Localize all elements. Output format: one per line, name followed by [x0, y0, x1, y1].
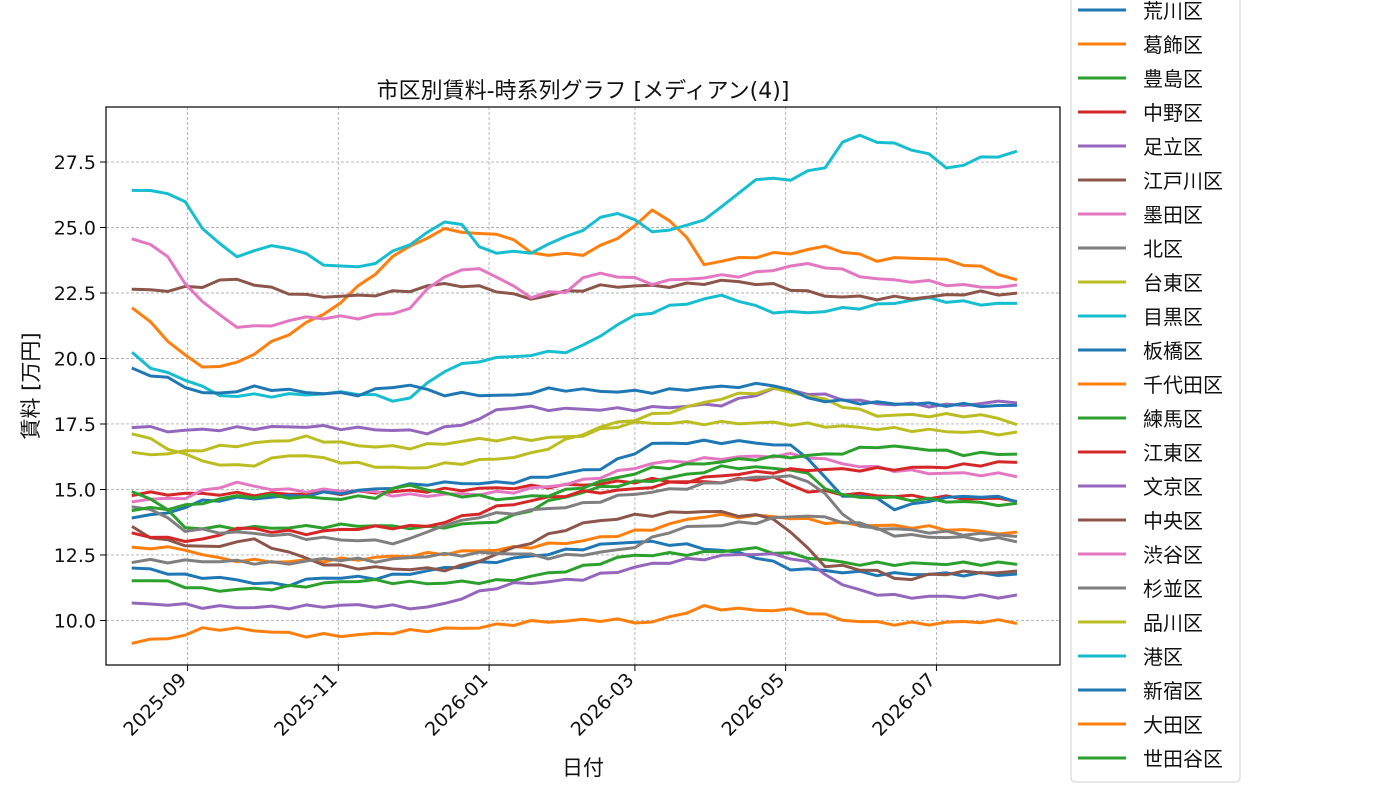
legend: 荒川区葛飾区豊島区中野区足立区江戸川区墨田区北区台東区目黒区板橋区千代田区練馬区… [1070, 0, 1241, 783]
legend-label: 品川区 [1143, 611, 1203, 635]
legend-label: 世田谷区 [1143, 747, 1223, 771]
series-line [131, 133, 1018, 269]
y-tick-label: 22.5 [54, 283, 96, 305]
series-line [131, 460, 1018, 543]
plot-area [105, 106, 1061, 666]
legend-label: 中野区 [1143, 101, 1203, 125]
legend-label: 江戸川区 [1143, 169, 1223, 193]
y-tick-label: 10.0 [54, 610, 96, 632]
legend-label: 葛飾区 [1143, 33, 1203, 57]
series-line [131, 474, 1018, 546]
y-tick-label: 20.0 [54, 348, 96, 370]
legend-label: 板橋区 [1143, 339, 1203, 363]
legend-label: 港区 [1143, 645, 1183, 669]
y-tick-label: 12.5 [54, 545, 96, 567]
legend-label: 豊島区 [1143, 67, 1203, 91]
series-line [131, 293, 1018, 403]
series-line [131, 539, 1018, 588]
legend-label: 台東区 [1143, 271, 1203, 295]
series-line [131, 366, 1018, 409]
legend-label: 大田区 [1143, 713, 1203, 737]
legend-label: 千代田区 [1143, 373, 1223, 397]
series-line [131, 277, 1018, 302]
series-line [131, 208, 1018, 369]
legend-label: 足立区 [1143, 135, 1203, 159]
series-line [131, 237, 1018, 329]
y-axis-label: 賃料 [万円] [19, 332, 43, 439]
legend-label: 練馬区 [1143, 407, 1203, 431]
x-axis-label: 日付 [562, 756, 604, 780]
legend-label: 墨田区 [1143, 203, 1203, 227]
series-lines [131, 133, 1018, 645]
legend-label: 渋谷区 [1143, 543, 1203, 567]
y-tick-label: 17.5 [54, 414, 96, 436]
series-line [131, 386, 1018, 470]
series-line [131, 604, 1018, 645]
series-line [131, 444, 1018, 513]
series-line [131, 552, 1018, 611]
chart-title: 市区別賃料-時系列グラフ [メディアン(4)] [377, 79, 790, 104]
y-tick-label: 15.0 [54, 479, 96, 501]
legend-label: 北区 [1143, 237, 1183, 261]
series-line [131, 475, 1018, 503]
legend-label: 江東区 [1143, 441, 1203, 465]
series-line [131, 546, 1018, 593]
series-line [131, 451, 1018, 504]
y-tick-label: 27.5 [54, 152, 96, 174]
y-tick-label: 25.0 [54, 218, 96, 240]
legend-label: 目黒区 [1143, 305, 1203, 329]
legend-label: 杉並区 [1143, 577, 1203, 601]
series-line [131, 510, 1018, 582]
legend-label: 文京区 [1143, 475, 1203, 499]
legend-label: 新宿区 [1143, 679, 1203, 703]
legend-frame [1070, 0, 1241, 783]
legend-label: 荒川区 [1143, 0, 1203, 23]
legend-label: 中央区 [1143, 509, 1203, 533]
